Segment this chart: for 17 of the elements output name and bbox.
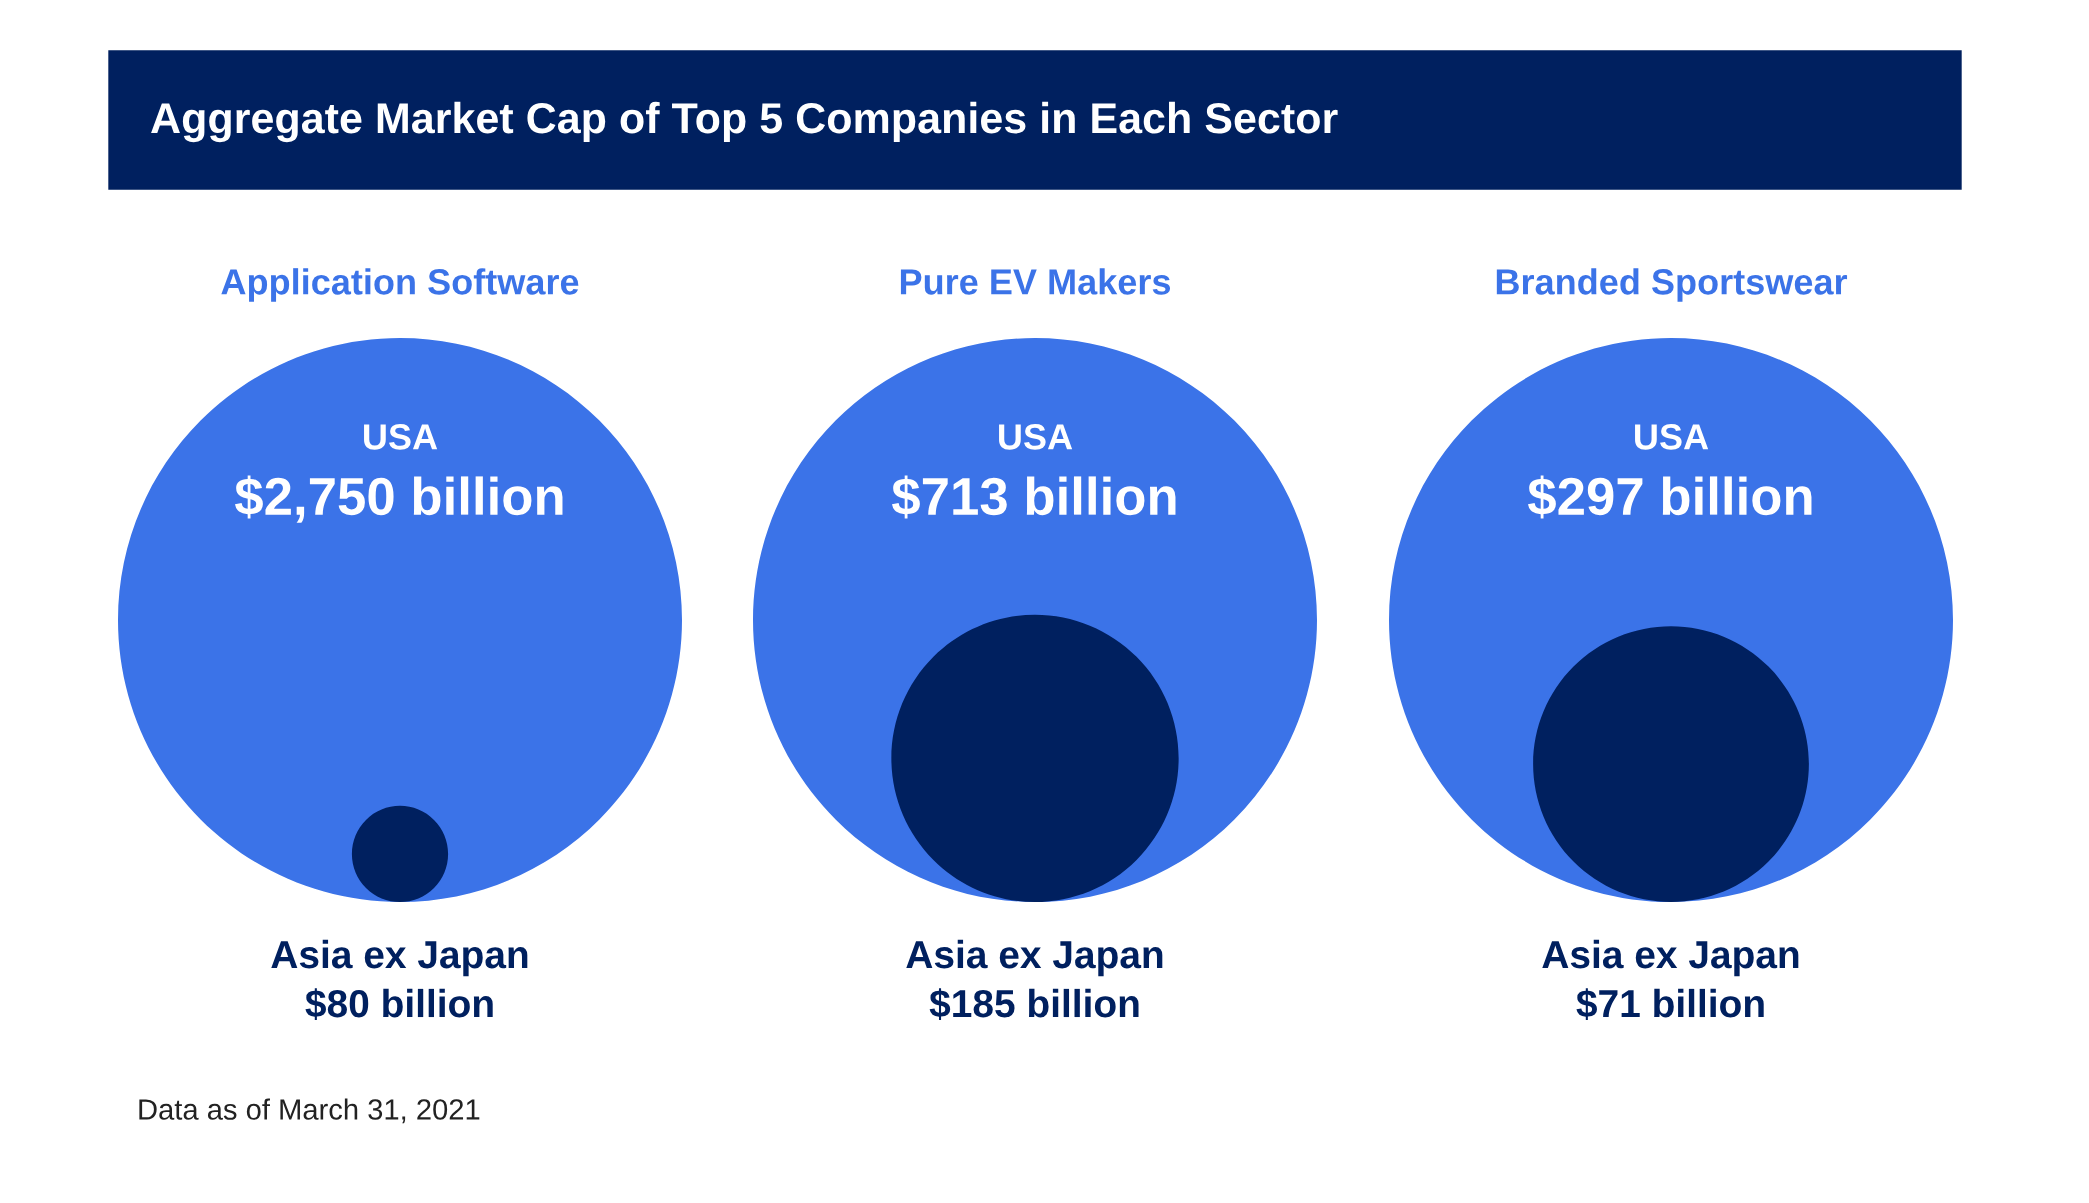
- data-label: $713 billion: [891, 475, 1176, 519]
- data-label: $185 billion: [929, 988, 1139, 1020]
- data-label: $297 billion: [1527, 475, 1812, 519]
- data-label: $80 billion: [305, 988, 493, 1020]
- text: Application Software: [221, 268, 579, 302]
- text: Data as of March 31, 2021: [139, 1098, 480, 1124]
- category-label: Asia ex Japan: [271, 939, 528, 977]
- category-label: USA: [999, 424, 1073, 450]
- data-label: $71 billion: [1576, 988, 1764, 1020]
- text: Branded Sportswear: [1496, 268, 1848, 302]
- text: Aggregate Market Cap of Top 5 Companies in Each Sector: [151, 101, 1338, 143]
- text: Pure EV Makers: [900, 268, 1171, 295]
- category-label: Asia ex Japan: [1542, 939, 1799, 977]
- category-label: USA: [364, 424, 438, 450]
- data-label: $2,750 billion: [234, 475, 563, 523]
- category-label: Asia ex Japan: [906, 939, 1163, 977]
- category-label: USA: [1635, 424, 1709, 450]
